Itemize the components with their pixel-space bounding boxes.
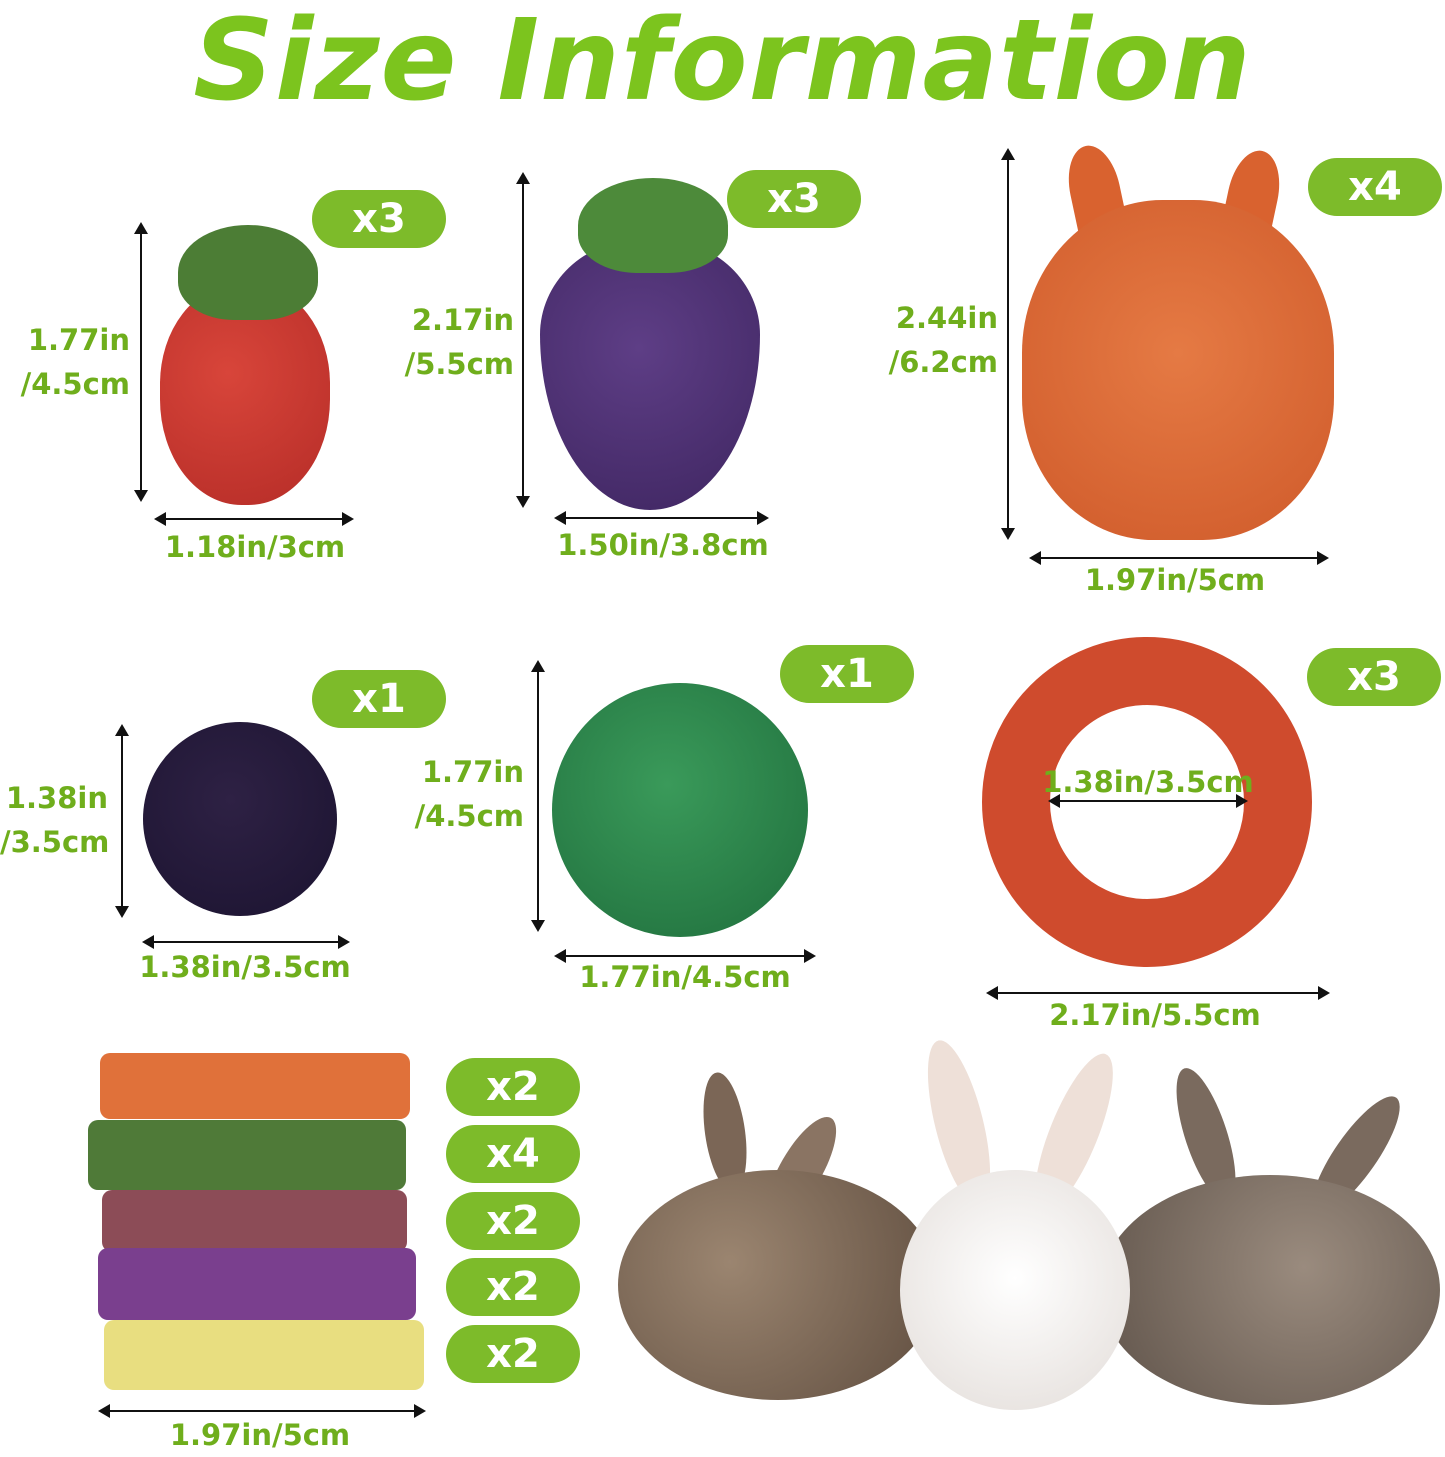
purple-stick bbox=[98, 1248, 416, 1320]
height-cm: /5.5cm bbox=[404, 347, 514, 381]
height-arrow bbox=[1001, 148, 1015, 540]
height-label: 1.77in/4.5cm bbox=[402, 750, 524, 838]
brown-stick bbox=[102, 1190, 407, 1252]
height-cm: /4.5cm bbox=[20, 367, 130, 401]
inner-width-arrow bbox=[1048, 794, 1248, 808]
count-badge: x2 bbox=[446, 1325, 580, 1383]
rabbit-right bbox=[1100, 1175, 1440, 1405]
count-badge: x1 bbox=[780, 645, 914, 703]
count-badge: x2 bbox=[446, 1192, 580, 1250]
height-cm: /6.2cm bbox=[888, 345, 998, 379]
width-arrow bbox=[1029, 551, 1329, 565]
height-cm: /4.5cm bbox=[414, 799, 524, 833]
height-in: 2.17in bbox=[411, 303, 514, 337]
height-arrow bbox=[115, 724, 129, 918]
count-badge: x4 bbox=[446, 1125, 580, 1183]
height-arrow bbox=[531, 660, 545, 932]
pineapple-body bbox=[160, 285, 330, 505]
page-title: Size Information bbox=[193, 0, 1252, 126]
width-label: 1.77in/4.5cm bbox=[579, 960, 791, 994]
width-label: 1.18in/3cm bbox=[164, 530, 346, 564]
height-arrow bbox=[516, 172, 530, 508]
orange-stick bbox=[100, 1053, 410, 1119]
count-badge: x2 bbox=[446, 1058, 580, 1116]
count-badge: x3 bbox=[1307, 648, 1441, 706]
count-badge: x1 bbox=[312, 670, 446, 728]
width-arrow bbox=[142, 935, 350, 949]
height-label: 1.77in/4.5cm bbox=[10, 318, 130, 406]
grape-body bbox=[540, 240, 760, 510]
height-in: 1.77in bbox=[27, 323, 130, 357]
width-arrow bbox=[986, 986, 1330, 1000]
inner-width-label: 1.38in/3.5cm bbox=[1042, 765, 1254, 799]
height-label: 2.17in/5.5cm bbox=[392, 298, 514, 386]
yellow-stick bbox=[104, 1320, 424, 1390]
width-arrow bbox=[98, 1404, 426, 1418]
count-badge: x3 bbox=[727, 170, 861, 228]
pineapple-leaves bbox=[178, 225, 318, 320]
height-in: 1.77in bbox=[421, 755, 524, 789]
green-round-treat bbox=[552, 683, 808, 937]
width-arrow bbox=[154, 512, 354, 526]
height-in: 1.38in bbox=[5, 781, 108, 815]
height-cm: /3.5cm bbox=[0, 825, 110, 859]
rabbit-left bbox=[618, 1170, 938, 1400]
height-label: 1.38in/3.5cm bbox=[0, 776, 110, 864]
width-label: 1.50in/3.8cm bbox=[557, 528, 769, 562]
width-label: 1.38in/3.5cm bbox=[139, 950, 351, 984]
dark-round-treat bbox=[143, 722, 337, 916]
width-arrow bbox=[554, 511, 769, 525]
height-arrow bbox=[134, 222, 148, 502]
width-label: 1.97in/5cm bbox=[1084, 563, 1266, 597]
width-label: 2.17in/5.5cm bbox=[1049, 998, 1261, 1032]
green-stick bbox=[88, 1120, 406, 1190]
count-badge: x4 bbox=[1308, 158, 1442, 216]
count-badge: x2 bbox=[446, 1258, 580, 1316]
rabbit-middle bbox=[900, 1170, 1130, 1410]
height-in: 2.44in bbox=[895, 301, 998, 335]
height-label: 2.44in/6.2cm bbox=[878, 296, 998, 384]
grape-leaves bbox=[578, 178, 728, 273]
width-label: 1.97in/5cm bbox=[169, 1418, 351, 1452]
width-arrow bbox=[554, 949, 816, 963]
count-badge: x3 bbox=[312, 190, 446, 248]
totoro-body bbox=[1022, 200, 1334, 540]
